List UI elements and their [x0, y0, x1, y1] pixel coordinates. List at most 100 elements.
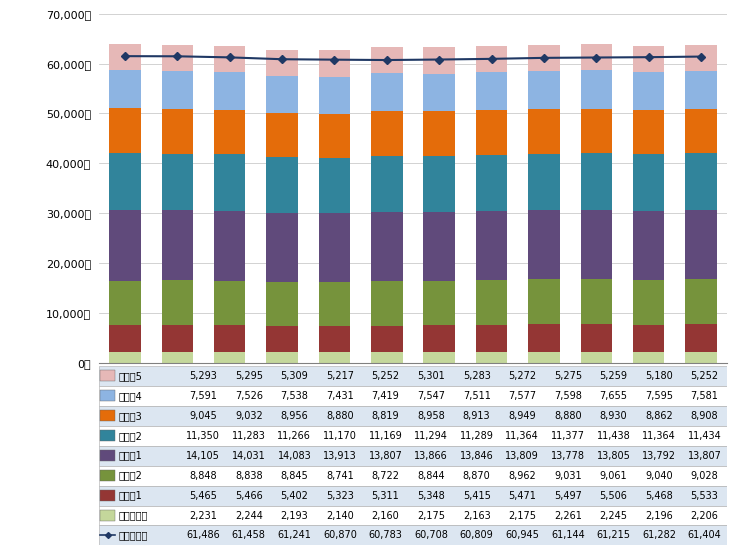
Text: 11,377: 11,377 [551, 431, 585, 441]
Text: 61,144: 61,144 [551, 531, 585, 541]
Text: 7,511: 7,511 [463, 391, 491, 401]
Bar [214, 281, 246, 325]
Bar [371, 281, 403, 325]
Bar [99, 446, 727, 466]
Bar [99, 366, 727, 386]
Bar [100, 470, 115, 481]
Text: 8,741: 8,741 [326, 471, 354, 480]
Bar [686, 352, 717, 363]
Text: 11,169: 11,169 [368, 431, 402, 441]
Text: 7,419: 7,419 [371, 391, 399, 401]
Text: 2,196: 2,196 [645, 511, 673, 520]
Text: 7,431: 7,431 [326, 391, 354, 401]
Bar [99, 406, 727, 426]
Bar [633, 211, 664, 280]
Bar [476, 352, 507, 363]
Text: 11,289: 11,289 [460, 431, 493, 441]
Bar [529, 72, 560, 109]
Bar [319, 76, 350, 114]
Bar [529, 45, 560, 72]
Bar [99, 466, 727, 485]
総認定者数 [225, 54, 234, 61]
Bar [476, 155, 507, 211]
Text: 9,040: 9,040 [645, 471, 673, 480]
総認定者数 [645, 54, 654, 61]
Bar [266, 213, 298, 282]
Bar [319, 158, 350, 213]
Text: 5,252: 5,252 [691, 371, 719, 381]
Text: 要支援2: 要支援2 [118, 471, 142, 480]
Bar [109, 281, 140, 325]
Text: 13,846: 13,846 [460, 450, 493, 461]
Text: 61,486: 61,486 [186, 531, 220, 541]
Bar [162, 210, 193, 281]
Text: 61,404: 61,404 [688, 531, 721, 541]
Text: 61,215: 61,215 [596, 531, 630, 541]
Text: 8,949: 8,949 [509, 411, 536, 421]
Text: 5,497: 5,497 [554, 490, 582, 501]
Bar [266, 157, 298, 213]
Bar [423, 47, 455, 74]
Text: 8,930: 8,930 [599, 411, 627, 421]
Bar [580, 109, 612, 153]
Bar [100, 410, 115, 421]
Text: 要支援1: 要支援1 [118, 490, 142, 501]
Bar [162, 281, 193, 325]
Bar [319, 213, 350, 282]
Text: 5,311: 5,311 [371, 490, 399, 501]
Text: 7,538: 7,538 [281, 391, 308, 401]
Text: 8,956: 8,956 [281, 411, 308, 421]
Text: 2,175: 2,175 [417, 511, 445, 520]
Text: 8,962: 8,962 [508, 471, 536, 480]
Bar [423, 325, 455, 352]
Bar [686, 45, 717, 71]
Bar [476, 110, 507, 155]
Text: 8,848: 8,848 [189, 471, 217, 480]
Text: 61,241: 61,241 [278, 531, 311, 541]
総認定者数 [487, 56, 496, 62]
Bar [99, 506, 727, 525]
Text: 9,028: 9,028 [691, 471, 719, 480]
Bar [100, 390, 115, 401]
Text: 要介護1: 要介護1 [118, 450, 142, 461]
Bar [633, 72, 664, 110]
Bar [100, 430, 115, 441]
Text: 2,231: 2,231 [189, 511, 217, 520]
Bar [371, 352, 403, 363]
Text: 2,140: 2,140 [326, 511, 354, 520]
Bar [100, 450, 115, 461]
Text: 13,778: 13,778 [551, 450, 585, 461]
Text: 7,526: 7,526 [235, 391, 262, 401]
Bar [580, 324, 612, 352]
Bar [580, 210, 612, 279]
Text: 2,160: 2,160 [371, 511, 399, 520]
Bar [109, 352, 140, 363]
Text: 60,870: 60,870 [323, 531, 357, 541]
Text: 11,364: 11,364 [642, 431, 676, 441]
Text: 7,581: 7,581 [691, 391, 719, 401]
Bar [99, 485, 727, 506]
Bar [580, 44, 612, 70]
Text: 13,866: 13,866 [414, 450, 448, 461]
Bar [266, 112, 298, 157]
Text: 11,350: 11,350 [186, 431, 220, 441]
Bar [214, 211, 246, 281]
Text: 5,468: 5,468 [645, 490, 673, 501]
Text: 5,301: 5,301 [417, 371, 445, 381]
Text: 60,809: 60,809 [460, 531, 493, 541]
Text: 2,206: 2,206 [691, 511, 719, 520]
Bar [109, 108, 140, 153]
Text: 9,045: 9,045 [189, 411, 217, 421]
Text: 7,577: 7,577 [508, 391, 537, 401]
Text: 60,945: 60,945 [505, 531, 539, 541]
Bar [529, 154, 560, 211]
Bar [476, 325, 507, 352]
Bar [100, 370, 115, 381]
Text: 2,193: 2,193 [281, 511, 308, 520]
Bar [162, 352, 193, 363]
Bar [633, 325, 664, 352]
Bar [162, 154, 193, 210]
Bar [371, 47, 403, 73]
総認定者数 [697, 54, 705, 60]
Text: 8,908: 8,908 [691, 411, 719, 421]
